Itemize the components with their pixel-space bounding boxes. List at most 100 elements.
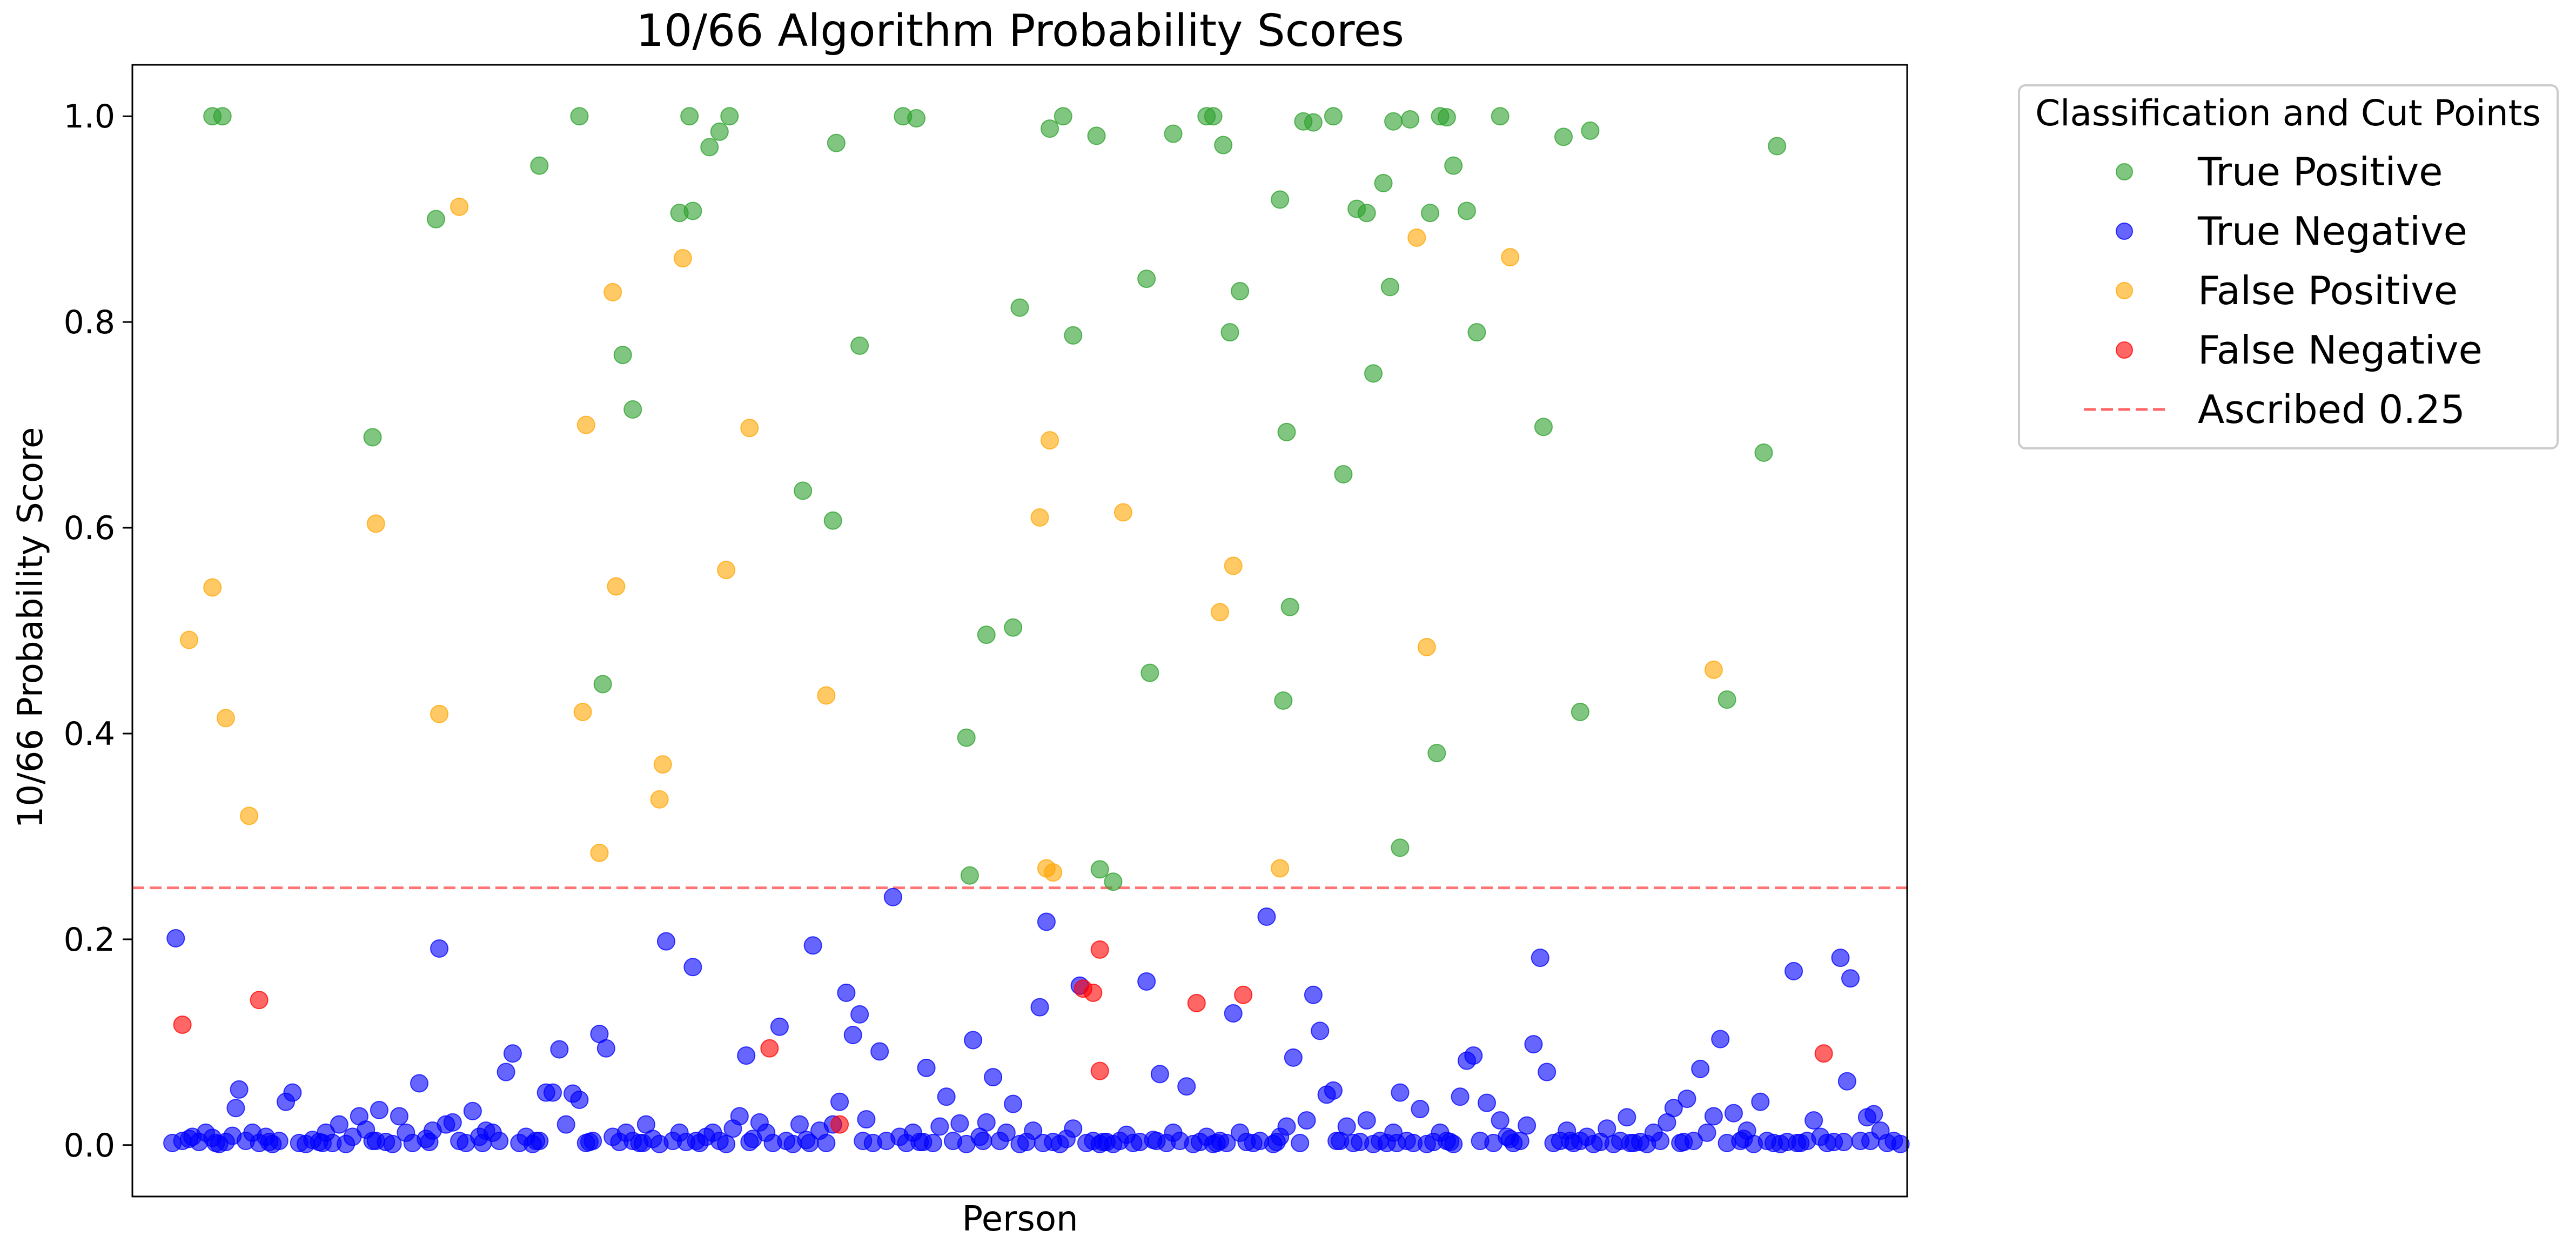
true-positive-point xyxy=(1104,872,1123,891)
true-negative-point xyxy=(1531,949,1549,967)
true-positive-point xyxy=(1334,465,1353,484)
false-positive-point xyxy=(590,843,609,862)
true-positive-point xyxy=(530,156,549,175)
true-negative-point xyxy=(1304,985,1323,1004)
y-tick-label: 0.2 xyxy=(64,921,115,959)
true-negative-point xyxy=(420,1133,439,1152)
true-negative-point xyxy=(1724,1104,1743,1122)
true-negative-point xyxy=(1177,1077,1196,1096)
true-positive-point xyxy=(1231,282,1250,300)
true-positive-point xyxy=(683,201,702,220)
false-positive-point xyxy=(1044,863,1063,882)
true-negative-point xyxy=(283,1083,302,1102)
true-negative-point xyxy=(580,1133,599,1152)
false-positive-point xyxy=(450,197,469,216)
true-positive-point xyxy=(1141,663,1159,682)
true-negative-point xyxy=(260,1133,279,1152)
true-negative-point xyxy=(1441,1133,1460,1152)
true-positive-point xyxy=(1274,691,1293,710)
true-negative-point xyxy=(330,1115,348,1134)
true-negative-point xyxy=(410,1074,429,1093)
false-positive-point xyxy=(1407,228,1426,247)
true-negative-point xyxy=(803,936,822,955)
true-negative-point xyxy=(206,1133,225,1152)
true-positive-point xyxy=(827,133,846,152)
true-negative-point xyxy=(1788,1133,1807,1152)
false-positive-point xyxy=(717,561,736,580)
true-positive-point xyxy=(710,122,729,141)
true-negative-point xyxy=(1030,998,1049,1017)
true-negative-point xyxy=(556,1115,575,1134)
true-negative-point xyxy=(1387,1133,1406,1152)
true-positive-point xyxy=(1437,108,1456,127)
true-negative-point xyxy=(1277,1117,1296,1136)
true-negative-point xyxy=(1064,1119,1083,1138)
true-positive-point xyxy=(1554,127,1573,146)
true-negative-point xyxy=(1691,1059,1710,1078)
true-positive-point xyxy=(1010,298,1029,317)
y-tick-label: 0.6 xyxy=(64,509,115,547)
legend-entries: True Positive True Negative False Positive… xyxy=(2084,149,2483,432)
true-positive-point xyxy=(1204,107,1223,126)
true-negative-point xyxy=(1257,907,1276,926)
true-negative-point xyxy=(687,1132,706,1151)
false-positive-point xyxy=(203,578,222,597)
true-negative-point xyxy=(854,1132,873,1151)
true-negative-point xyxy=(443,1113,462,1132)
true-negative-point xyxy=(1147,1132,1166,1151)
true-negative-point xyxy=(1785,962,1803,980)
false-negative-point xyxy=(1187,993,1206,1012)
y-tick-label: 0.8 xyxy=(64,304,115,341)
true-negative-point xyxy=(1561,1132,1580,1151)
true-negative-point xyxy=(1837,1072,1856,1091)
true-negative-point xyxy=(830,1092,849,1111)
x-axis-label: Person xyxy=(962,1199,1078,1239)
false-negative-point xyxy=(173,1015,192,1034)
false-positive-point xyxy=(1704,660,1723,679)
true-negative-point xyxy=(1491,1111,1510,1130)
true-negative-point xyxy=(683,958,702,977)
true-positive-point xyxy=(1054,107,1072,126)
true-positive-point xyxy=(907,109,926,128)
true-negative-point xyxy=(1841,969,1860,988)
true-negative-point xyxy=(1618,1108,1636,1127)
true-negative-point xyxy=(1094,1133,1112,1152)
false-negative-point xyxy=(1090,1061,1109,1080)
true-negative-point xyxy=(1698,1123,1716,1142)
true-negative-point xyxy=(430,939,449,958)
true-positive-point xyxy=(1357,204,1376,223)
false-positive-point xyxy=(430,704,449,723)
true-positive-point xyxy=(794,481,813,500)
true-positive-point xyxy=(1374,174,1393,193)
true-negative-point xyxy=(230,1080,249,1099)
true-positive-point xyxy=(1280,597,1299,616)
true-negative-point xyxy=(1034,1133,1052,1152)
true-positive-point xyxy=(1421,204,1440,223)
false-positive-point xyxy=(1113,503,1132,522)
false-positive-point xyxy=(650,790,669,809)
true-negative-point xyxy=(1501,1130,1520,1148)
false-positive-point xyxy=(573,702,592,721)
true-positive-point xyxy=(1214,136,1233,154)
true-positive-point xyxy=(1491,107,1510,126)
true-positive-point xyxy=(613,346,632,365)
true-positive-point xyxy=(426,210,445,228)
true-negative-point xyxy=(917,1058,936,1077)
true-negative-point xyxy=(1751,1092,1770,1111)
true-negative-point xyxy=(883,888,902,906)
false-positive-point xyxy=(653,755,672,774)
true-negative-point xyxy=(1711,1030,1730,1048)
true-negative-point xyxy=(544,1083,562,1102)
false-positive-point xyxy=(1030,508,1049,527)
true-negative-point xyxy=(1674,1133,1693,1152)
false-positive-point xyxy=(1041,431,1059,450)
plot-frame xyxy=(131,64,1908,1198)
true-negative-point xyxy=(950,1114,969,1133)
y-tick-label: 0.0 xyxy=(64,1127,115,1165)
true-positive-point xyxy=(363,428,382,447)
chart-title: 10/66 Algorithm Probability Scores xyxy=(636,5,1404,57)
true-positive-point xyxy=(1534,418,1553,436)
legend-label-ascribed-0-25: Ascribed 0.25 xyxy=(2198,387,2465,432)
true-negative-point xyxy=(370,1101,388,1120)
true-positive-point xyxy=(1137,270,1156,288)
